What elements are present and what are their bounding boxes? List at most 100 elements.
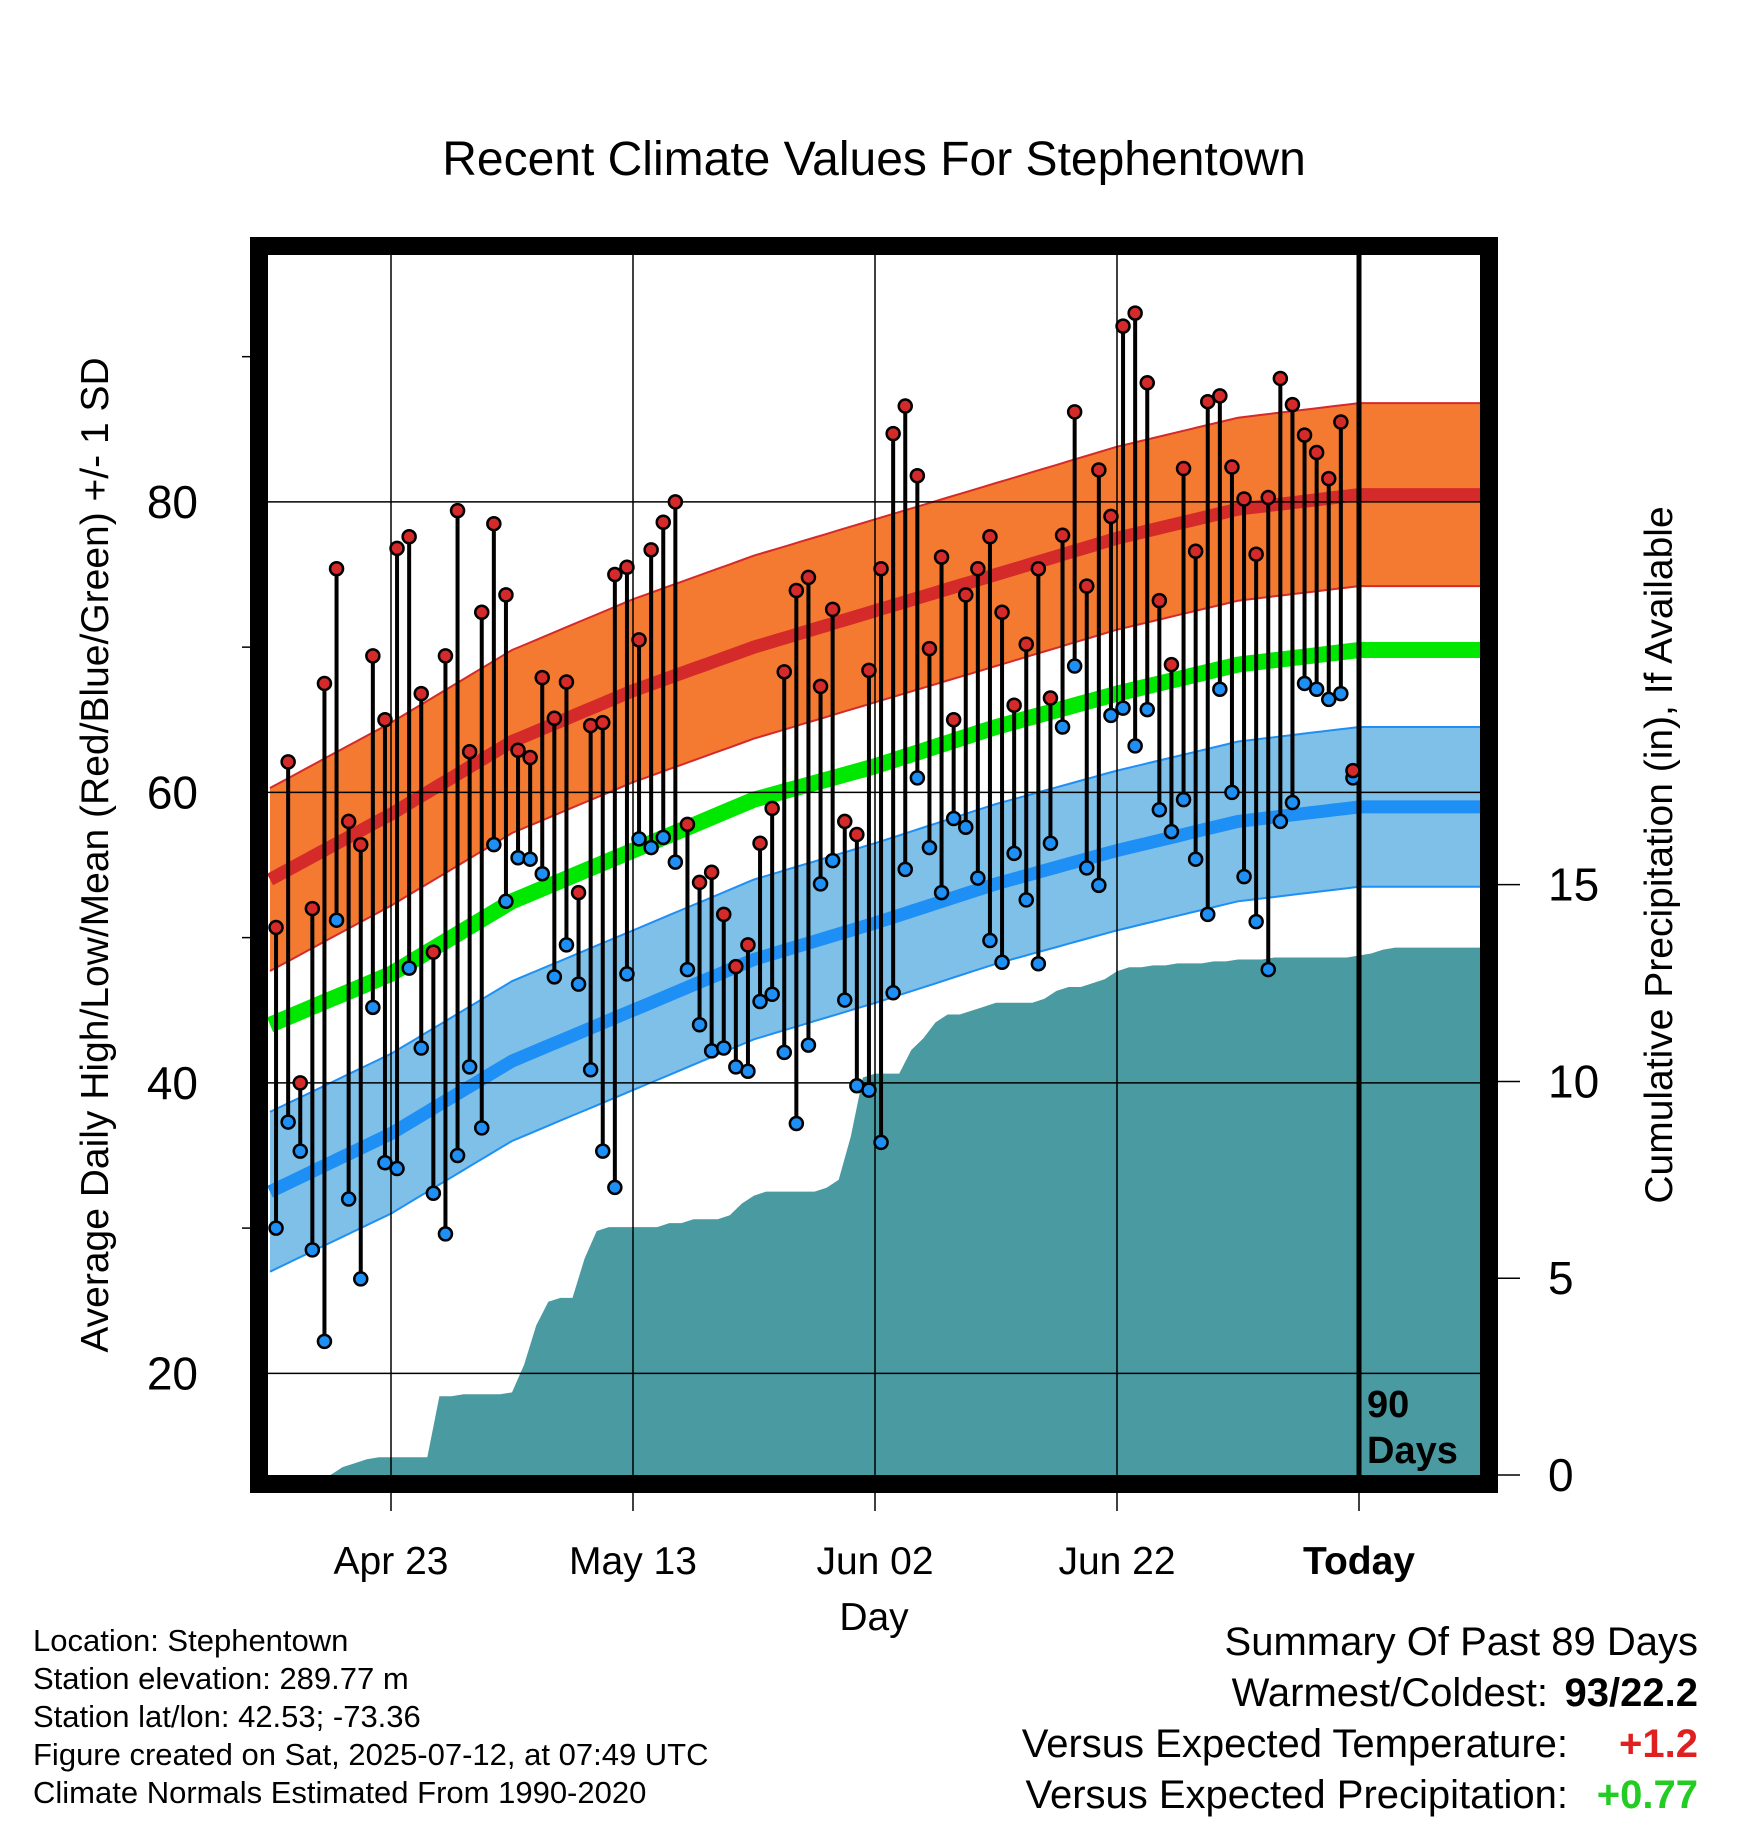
obs-high-point bbox=[873, 560, 889, 577]
obs-high-point bbox=[1079, 578, 1095, 594]
obs-low-point bbox=[449, 1147, 466, 1164]
obs-high-point bbox=[1308, 444, 1325, 461]
obs-low-point bbox=[921, 839, 938, 856]
obs-high-point bbox=[921, 640, 938, 657]
obs-high-point bbox=[498, 587, 514, 603]
obs-low-point bbox=[486, 836, 502, 853]
obs-high-point bbox=[461, 743, 478, 760]
obs-low-point bbox=[740, 1063, 756, 1079]
obs-high-point bbox=[1163, 656, 1180, 673]
obs-low-point bbox=[1333, 685, 1349, 702]
obs-low-point bbox=[873, 1134, 889, 1151]
obs-low-point bbox=[389, 1160, 405, 1177]
obs-low-point bbox=[607, 1179, 623, 1196]
obs-high-point bbox=[401, 529, 417, 545]
y2-axis-label: Cumulative Precipitation (in), If Availa… bbox=[1638, 506, 1681, 1203]
obs-low-point bbox=[377, 1154, 393, 1171]
obs-high-point bbox=[1030, 560, 1047, 577]
obs-low-point bbox=[474, 1120, 490, 1136]
today-days-label: 90 bbox=[1367, 1384, 1409, 1426]
obs-low-point bbox=[534, 865, 550, 882]
obs-low-point bbox=[970, 870, 986, 886]
obs-high-point bbox=[1127, 305, 1143, 321]
obs-low-point bbox=[365, 999, 381, 1016]
obs-high-point bbox=[849, 826, 865, 843]
obs-high-point bbox=[413, 685, 429, 702]
obs-low-point bbox=[1187, 851, 1204, 867]
obs-high-point bbox=[752, 835, 768, 851]
summary-panel: Summary Of Past 89 Days Warmest/Coldest:… bbox=[1022, 1620, 1698, 1824]
obs-low-point bbox=[522, 851, 538, 867]
obs-high-point bbox=[1200, 393, 1216, 410]
obs-low-point bbox=[1018, 892, 1034, 908]
obs-high-point bbox=[292, 1075, 308, 1091]
temp-label: Versus Expected Temperature: bbox=[1021, 1722, 1568, 1766]
obs-low-point bbox=[1030, 956, 1047, 972]
obs-low-point bbox=[1284, 794, 1301, 811]
obs-high-point bbox=[716, 906, 732, 923]
obs-low-point bbox=[788, 1115, 805, 1132]
obs-low-point bbox=[595, 1143, 611, 1159]
obs-low-point bbox=[558, 937, 575, 953]
created-text: Figure created on Sat, 2025-07-12, at 07… bbox=[33, 1737, 709, 1772]
obs-high-point bbox=[897, 398, 913, 414]
plot-frame bbox=[250, 237, 1498, 1493]
location-text: Location: Stephentown bbox=[33, 1623, 349, 1658]
obs-low-point bbox=[885, 985, 901, 1001]
obs-high-point bbox=[667, 494, 684, 510]
obs-low-point bbox=[933, 884, 950, 901]
obs-high-point bbox=[631, 632, 647, 648]
x-tick-label: Apr 23 bbox=[334, 1540, 449, 1583]
obs-low-point bbox=[1200, 906, 1216, 923]
obs-low-point bbox=[679, 961, 696, 978]
obs-high-point bbox=[1115, 318, 1131, 334]
x-tick-label: Jun 22 bbox=[1058, 1540, 1175, 1583]
obs-low-point bbox=[413, 1040, 429, 1056]
obs-low-point bbox=[1308, 681, 1325, 698]
axes: 20 40 60 80 0 5 10 15 Apr 23 May 13 Jun 02 Jun 22 To… bbox=[147, 237, 1599, 1583]
y-tick-label-60: 60 bbox=[147, 766, 198, 818]
y2-tick-label-10: 10 bbox=[1548, 1055, 1599, 1107]
obs-low-point bbox=[619, 966, 635, 982]
obs-high-point bbox=[945, 712, 962, 728]
obs-low-point bbox=[328, 912, 345, 928]
y2-tick-label-15: 15 bbox=[1548, 859, 1599, 911]
obs-high-point bbox=[534, 669, 550, 686]
x-axis-label: Day bbox=[839, 1596, 909, 1639]
obs-low-point bbox=[1127, 738, 1143, 754]
obs-high-point bbox=[1333, 414, 1349, 430]
obs-low-point bbox=[752, 993, 768, 1010]
obs-low-point bbox=[1260, 961, 1276, 978]
obs-high-point bbox=[776, 664, 792, 680]
obs-high-point bbox=[365, 648, 381, 664]
today-days-label: Days bbox=[1367, 1430, 1458, 1472]
elevation-text: Station elevation: 289.77 m bbox=[33, 1661, 409, 1696]
obs-low-point bbox=[1091, 877, 1107, 894]
obs-low-point bbox=[425, 1185, 442, 1201]
obs-high-point bbox=[691, 874, 708, 891]
warmest-label: Warmest/Coldest: bbox=[1231, 1671, 1548, 1715]
obs-high-point bbox=[425, 944, 442, 960]
obs-low-point bbox=[643, 839, 659, 856]
obs-low-point bbox=[280, 1114, 296, 1130]
chart-title: Recent Climate Values For Stephentown bbox=[442, 133, 1306, 186]
obs-high-point bbox=[377, 712, 393, 728]
obs-low-point bbox=[1224, 784, 1240, 801]
obs-high-point bbox=[510, 742, 526, 759]
obs-high-point bbox=[655, 514, 671, 530]
obs-low-point bbox=[909, 770, 926, 786]
obs-high-point bbox=[1321, 470, 1337, 487]
obs-high-point bbox=[1187, 543, 1204, 560]
obs-high-point bbox=[1272, 370, 1289, 387]
warmest-value: 93/22.2 bbox=[1564, 1671, 1698, 1715]
obs-low-point bbox=[1175, 791, 1192, 808]
x-tick-label: May 13 bbox=[569, 1540, 697, 1583]
obs-high-point bbox=[1296, 427, 1313, 443]
obs-low-point bbox=[498, 893, 514, 910]
obs-high-point bbox=[1042, 690, 1059, 706]
obs-high-point bbox=[522, 749, 538, 766]
obs-low-point bbox=[1163, 823, 1180, 840]
obs-high-point bbox=[1139, 375, 1155, 391]
